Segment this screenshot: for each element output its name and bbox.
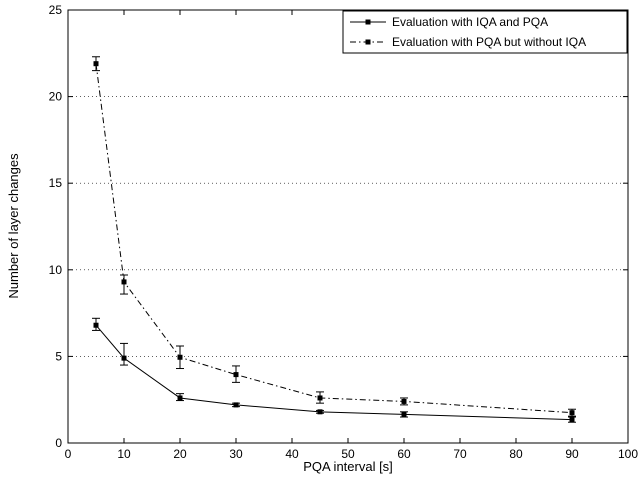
data-point-1-2 [177,354,183,360]
legend-label-1: Evaluation with IQA and PQA [392,15,548,29]
x-tick-label-20: 20 [173,447,187,461]
legend-box [342,10,628,54]
x-tick-label-0: 0 [65,447,72,461]
x-tick-label-50: 50 [341,447,355,461]
data-point-0-1 [121,355,127,361]
y-tick-label-0: 0 [55,436,62,450]
data-point-1-1 [121,279,127,285]
data-point-0-2 [177,395,183,401]
series-layer [92,56,576,423]
data-point-0-0 [93,322,99,328]
grid-lines [68,96,628,357]
legend-marker-1 [365,19,371,25]
y-axis-label: Number of layer changes [6,153,21,299]
axis-ticks: 0 5 10 15 20 25 0 10 20 30 40 50 60 70 80 90 100 [49,3,639,461]
data-point-0-4 [317,409,323,415]
data-point-0-5 [401,411,407,417]
series-0 [92,317,576,423]
x-tick-label-40: 40 [285,447,299,461]
x-tick-label-10: 10 [117,447,131,461]
data-point-1-5 [401,398,407,404]
x-tick-label-100: 100 [618,447,638,461]
error-bar-1-1 [120,274,128,295]
series-1 [92,56,576,417]
x-tick-label-60: 60 [397,447,411,461]
legend: Evaluation with IQA and PQA Evaluation w… [342,10,628,54]
data-point-1-6 [569,410,575,416]
y-tick-label-10: 10 [49,263,63,277]
x-tick-label-90: 90 [565,447,579,461]
y-tick-label-20: 20 [49,90,63,104]
data-point-1-4 [317,395,323,401]
error-bar-0-1 [120,342,128,366]
legend-label-2: Evaluation with PQA but without IQA [392,35,586,49]
y-tick-label-5: 5 [55,349,62,363]
y-tick-label-25: 25 [49,3,63,17]
legend-marker-2 [365,39,371,45]
data-point-1-0 [93,61,99,67]
series-line-1 [95,63,573,414]
series-line-0 [95,324,573,421]
data-point-0-6 [569,417,575,423]
x-tick-label-80: 80 [509,447,523,461]
x-tick-label-70: 70 [453,447,467,461]
x-axis-label: PQA interval [s] [303,459,393,474]
data-point-1-3 [233,372,239,378]
x-tick-label-30: 30 [229,447,243,461]
data-point-0-3 [233,402,239,408]
y-tick-label-15: 15 [49,176,63,190]
